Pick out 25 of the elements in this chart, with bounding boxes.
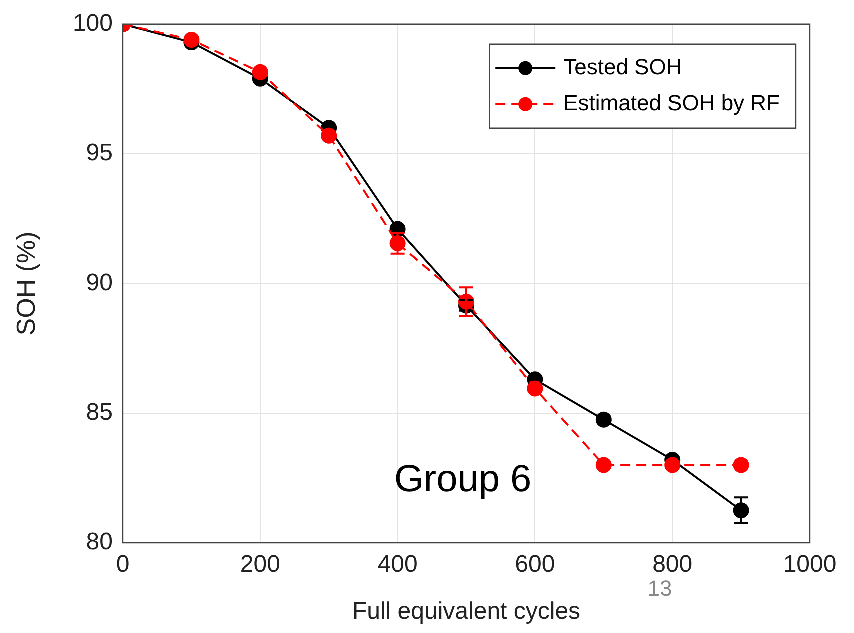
point — [596, 412, 612, 428]
y-axis-title: SOH (%) — [10, 232, 41, 336]
y-tick-label: 85 — [86, 398, 113, 426]
x-tick-label: 0 — [116, 551, 130, 578]
point — [184, 32, 200, 48]
x-tick-label: 200 — [240, 551, 280, 578]
point — [252, 64, 268, 80]
x-tick-label: 400 — [378, 551, 418, 578]
legend-label: Estimated SOH by RF — [564, 90, 780, 116]
x-axis-title: Full equivalent cycles — [352, 598, 581, 626]
point — [321, 128, 338, 144]
y-tick-label: 95 — [86, 140, 113, 167]
x-tick-label: 600 — [515, 551, 556, 578]
y-tick-label: 80 — [86, 528, 113, 556]
point — [664, 457, 681, 474]
legend-label: Tested SOH — [564, 54, 682, 80]
point — [733, 457, 750, 474]
point — [596, 457, 612, 474]
x-tick-label: 800 — [652, 551, 693, 578]
point — [527, 380, 544, 397]
text: 13 — [648, 576, 672, 602]
x-tick-label: 1000 — [783, 551, 837, 578]
annotation: Group 6 — [394, 458, 532, 500]
y-tick-label: 90 — [86, 269, 113, 296]
y-tick-label: 100 — [72, 10, 113, 38]
